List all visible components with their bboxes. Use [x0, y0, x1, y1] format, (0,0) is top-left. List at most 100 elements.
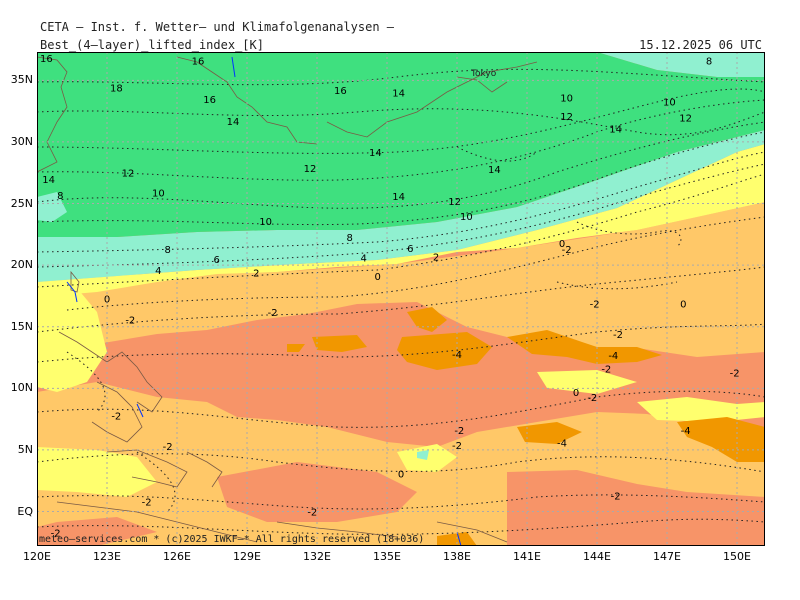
lon-tick-label: 126E — [163, 550, 191, 563]
lat-tick-label: 5N — [17, 442, 33, 456]
contour-label: 8 — [164, 245, 170, 256]
contour-label: -2 — [611, 491, 621, 502]
contour-label: -2 — [587, 393, 597, 404]
contour-label: -2 — [142, 498, 152, 509]
lon-tick-label: 120E — [23, 550, 51, 563]
copyright-credit: meteo–services.com * (c)2025 IWKF–* All … — [39, 534, 425, 545]
isolines — [37, 68, 765, 535]
parameter-title: Best_(4–layer)_lifted_index_[K] — [40, 38, 264, 52]
contour-label: 14 — [392, 192, 405, 203]
contour-label: 12 — [304, 164, 317, 175]
contour-label: -4 — [608, 351, 618, 362]
contour-label: -2 — [125, 315, 135, 326]
contour-label: 12 — [679, 113, 692, 124]
lon-tick-label: 144E — [583, 550, 611, 563]
contour-label: 16 — [40, 54, 53, 65]
contour-label: 16 — [334, 86, 347, 97]
institute-title: CETA – Inst. f. Wetter– und Klimafolgena… — [40, 20, 395, 34]
valid-time: 15.12.2025 06 UTC — [639, 38, 762, 52]
contour-label: 16 — [203, 95, 216, 106]
lon-tick-label: 147E — [653, 550, 681, 563]
lat-tick-label: 20N — [10, 258, 33, 272]
contour-label: 14 — [392, 89, 405, 100]
field-dark-orange-4 — [517, 417, 765, 462]
contour-label: 18 — [110, 84, 123, 95]
contour-label: -2 — [452, 441, 462, 452]
graticule — [37, 52, 765, 546]
field-aqua-spot — [417, 450, 429, 460]
contour-label: 8 — [346, 233, 352, 244]
contour-label: 0 — [374, 272, 380, 283]
lon-tick-label: 129E — [233, 550, 261, 563]
field-yellow-south — [37, 370, 765, 497]
contour-label: -4 — [681, 426, 691, 437]
contour-label: -4 — [452, 350, 462, 361]
contour-label: -2 — [163, 442, 173, 453]
lon-tick-label: 123E — [93, 550, 121, 563]
contour-label: -2 — [268, 308, 278, 319]
contour-label: -2 — [111, 411, 121, 422]
contour-label: 16 — [192, 57, 205, 68]
city-label-tokyo: Tokyo — [470, 69, 497, 79]
contour-label: 12 — [448, 197, 461, 208]
contour-label: 4 — [360, 254, 366, 265]
contour-label: -2 — [730, 368, 740, 379]
contour-label: 14 — [42, 175, 55, 186]
field-green — [37, 52, 765, 237]
contour-label: 8 — [706, 57, 712, 68]
lat-tick-label: 15N — [10, 319, 33, 333]
lat-tick-label: 30N — [10, 134, 33, 148]
lat-tick-label: 25N — [10, 196, 33, 210]
contour-label: 10 — [152, 188, 165, 199]
field-lightorange-north — [37, 202, 765, 382]
lon-tick-label: 135E — [373, 550, 401, 563]
contour-label: 14 — [369, 148, 382, 159]
contour-label: 12 — [122, 169, 135, 180]
contour-label: -2 — [454, 426, 464, 437]
field-aqua-ne — [597, 52, 765, 77]
lon-tick-label: 138E — [443, 550, 471, 563]
contour-label: 14 — [488, 165, 501, 176]
lon-tick-label: 150E — [723, 550, 751, 563]
contour-label: 0 — [573, 388, 579, 399]
contour-label: 14 — [609, 124, 622, 135]
lat-tick-label: 35N — [10, 73, 33, 87]
contour-label: 0 — [559, 239, 565, 250]
contour-label: 4 — [155, 266, 161, 277]
contour-label: 2 — [253, 269, 259, 280]
contour-label: 2 — [433, 252, 439, 263]
contour-label: -2 — [307, 508, 317, 519]
contour-label: 0 — [398, 469, 404, 480]
lon-tick-label: 141E — [513, 550, 541, 563]
rivers — [66, 56, 462, 546]
contour-label: -2 — [613, 330, 623, 341]
contour-label: 12 — [560, 112, 573, 123]
contour-label: 14 — [227, 117, 240, 128]
contour-label: 0 — [680, 299, 686, 310]
contour-label: 6 — [407, 244, 413, 255]
contour-label: 10 — [259, 217, 272, 228]
contour-label: -2 — [590, 299, 600, 310]
field-dark-orange-3 — [287, 335, 367, 352]
field-dark-orange-1 — [397, 307, 492, 370]
lon-tick-label: 132E — [303, 550, 331, 563]
contour-label: 10 — [460, 212, 473, 223]
contour-label: 0 — [104, 294, 110, 305]
contour-label: 10 — [560, 94, 573, 105]
contour-label: 8 — [57, 191, 63, 202]
field-yellow — [37, 144, 765, 297]
field-aqua — [37, 130, 765, 282]
field-yellow-west — [37, 288, 107, 392]
contour-label: 10 — [663, 97, 676, 108]
contour-label: -4 — [557, 439, 567, 450]
contour-label: -2 — [601, 365, 611, 376]
lat-tick-label: EQ — [17, 504, 33, 518]
map-border — [37, 52, 765, 546]
field-aqua-west — [37, 192, 67, 222]
contour-label: -2 — [562, 245, 572, 256]
lat-tick-label: 10N — [10, 381, 33, 395]
field-salmon-band-south — [37, 462, 765, 546]
contour-label: 6 — [213, 255, 219, 266]
